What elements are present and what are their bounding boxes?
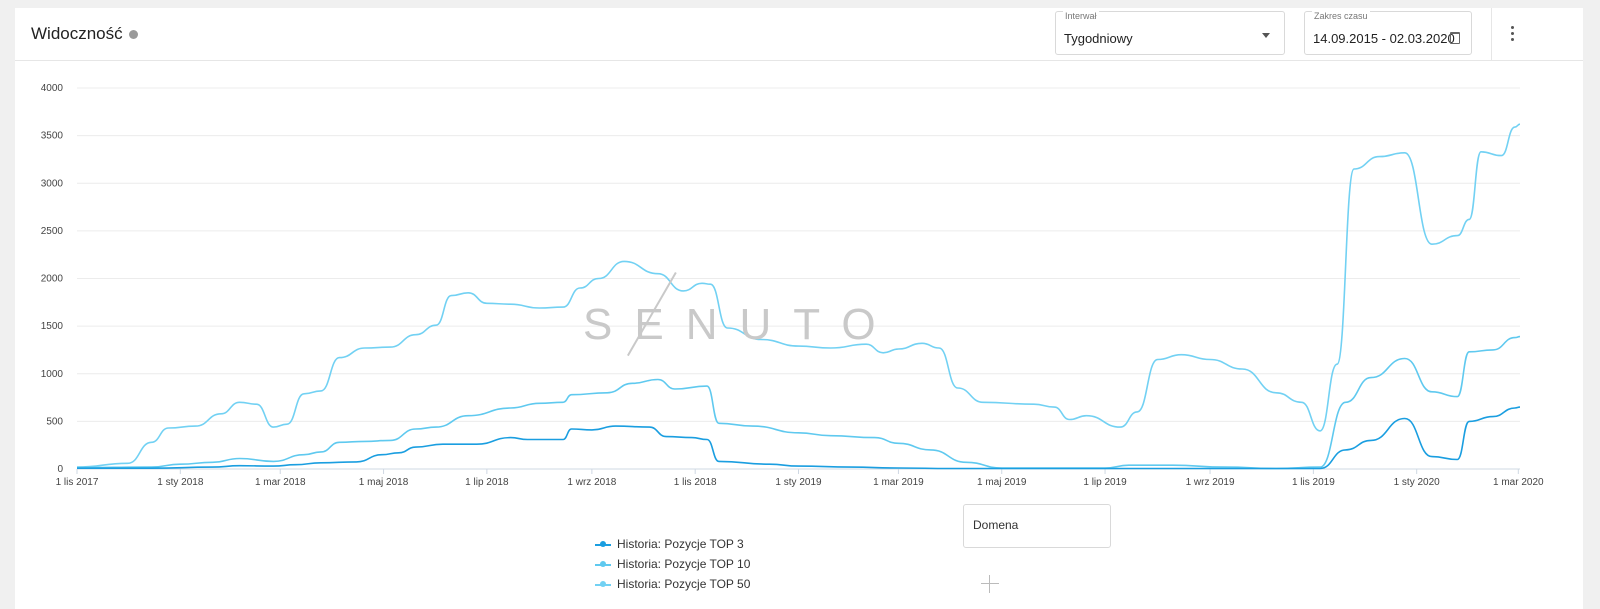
y-tick-label: 2000 — [41, 274, 64, 285]
interval-select[interactable]: Interwał Tygodniowy — [1055, 11, 1285, 55]
series-line-2 — [76, 335, 1521, 470]
interval-value: Tygodniowy — [1064, 31, 1133, 46]
info-icon[interactable] — [129, 30, 138, 39]
x-tick-label: 1 sty 2020 — [1394, 477, 1441, 488]
plus-icon[interactable] — [981, 575, 999, 593]
date-range-field[interactable]: Zakres czasu 14.09.2015 - 02.03.2020 — [1304, 11, 1472, 55]
x-tick-label: 1 lis 2017 — [56, 477, 99, 488]
x-tick-label: 1 wrz 2019 — [1186, 477, 1235, 488]
y-tick-label: 500 — [46, 416, 63, 427]
legend-marker-icon — [600, 561, 606, 567]
x-tick-label: 1 lip 2019 — [1083, 477, 1127, 488]
x-tick-label: 1 lis 2019 — [1292, 477, 1335, 488]
y-tick-label: 0 — [57, 464, 63, 475]
legend-marker-icon — [600, 541, 606, 547]
legend-label: Historia: Pozycje TOP 10 — [617, 557, 751, 571]
series-line-1 — [77, 406, 1521, 470]
y-tick-label: 1500 — [41, 321, 64, 332]
x-tick-label: 1 maj 2018 — [359, 477, 409, 488]
date-range-value: 14.09.2015 - 02.03.2020 — [1313, 31, 1455, 46]
y-tick-label: 1000 — [41, 369, 64, 380]
x-tick-label: 1 mar 2018 — [255, 477, 306, 488]
legend-label: Historia: Pozycje TOP 50 — [617, 577, 751, 591]
divider — [1491, 8, 1492, 60]
senuto-watermark: SENUTO — [583, 300, 898, 349]
calendar-icon[interactable] — [1450, 32, 1460, 44]
x-tick-label: 1 mar 2020 — [1493, 477, 1544, 488]
more-options-icon[interactable] — [1511, 26, 1515, 42]
legend-label: Historia: Pozycje TOP 3 — [617, 537, 744, 551]
panel-title: Widoczność — [31, 24, 123, 43]
chevron-down-icon[interactable] — [1262, 33, 1270, 38]
x-tick-label: 1 lis 2018 — [674, 477, 717, 488]
interval-label: Interwał — [1063, 11, 1099, 21]
domain-label: Domena — [973, 518, 1019, 532]
y-tick-label: 3500 — [41, 131, 64, 142]
y-tick-label: 4000 — [41, 83, 64, 94]
x-tick-label: 1 wrz 2018 — [567, 477, 616, 488]
x-tick-label: 1 lip 2018 — [465, 477, 509, 488]
visibility-panel: Widoczność Interwał Tygodniowy Zakres cz… — [15, 8, 1583, 609]
visibility-chart: 0 500 1000 1500 2000 2500 3000 3500 4000 1 lis 20… — [41, 83, 1544, 488]
panel-header: Widoczność Interwał Tygodniowy Zakres cz… — [15, 8, 1583, 61]
x-tick-label: 1 sty 2019 — [775, 477, 822, 488]
legend-marker-icon — [600, 581, 606, 587]
x-tick-label: 1 mar 2019 — [873, 477, 924, 488]
domain-box[interactable]: Domena — [963, 504, 1111, 548]
date-range-label: Zakres czasu — [1312, 11, 1370, 21]
x-tick-label: 1 sty 2018 — [157, 477, 204, 488]
y-tick-label: 3000 — [41, 178, 64, 189]
x-tick-label: 1 maj 2019 — [977, 477, 1027, 488]
series-line-3 — [76, 123, 1521, 468]
y-tick-label: 2500 — [41, 226, 64, 237]
